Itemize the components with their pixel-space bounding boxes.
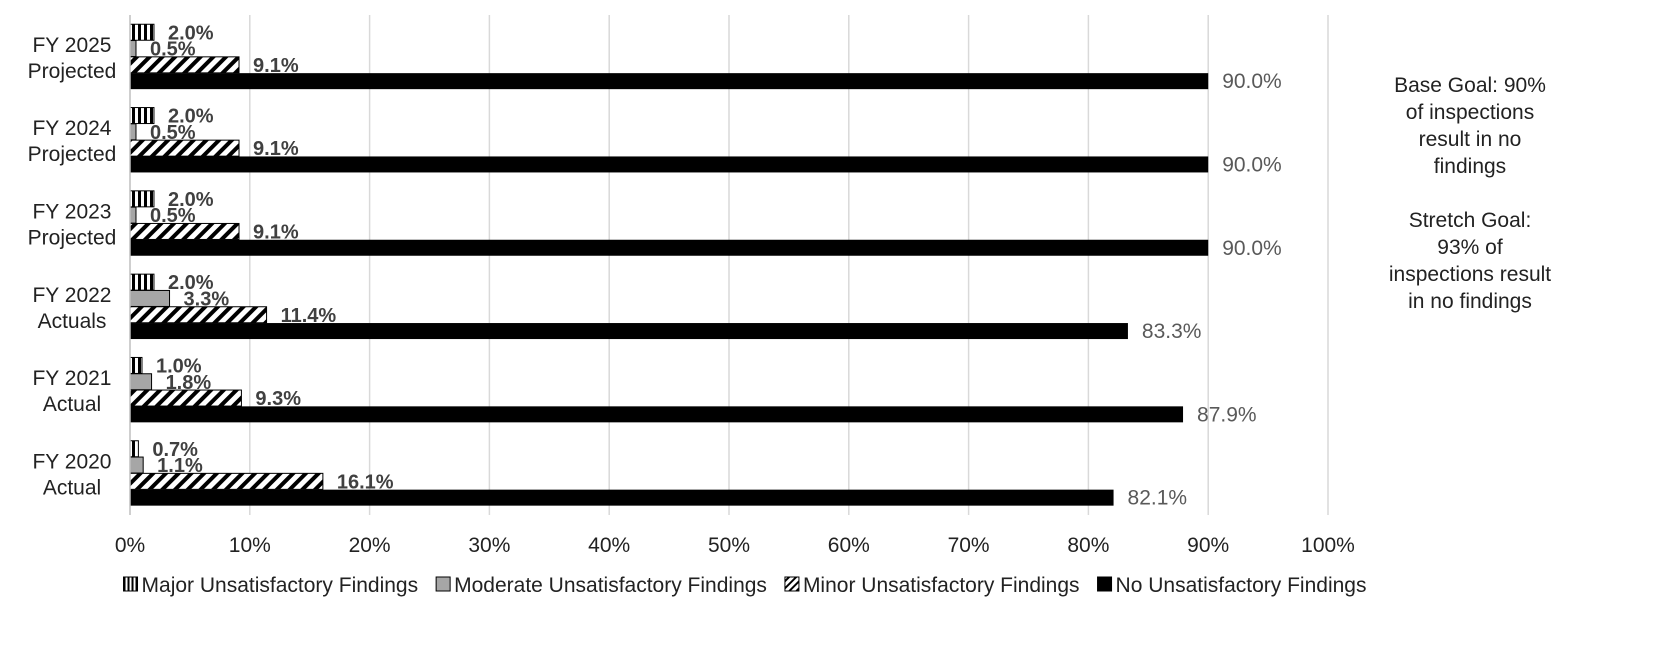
- legend-label: Moderate Unsatisfactory Findings: [454, 574, 767, 597]
- category-label: Actual: [43, 393, 101, 416]
- legend-label: Minor Unsatisfactory Findings: [803, 574, 1080, 597]
- category-label: FY 2024: [32, 117, 111, 140]
- x-tick-label: 50%: [708, 534, 750, 557]
- bar: [129, 273, 155, 291]
- category-label: Projected: [28, 143, 117, 166]
- bar: [130, 239, 1209, 256]
- goal-annotation: Base Goal: 90% of inspections result in …: [1385, 72, 1555, 342]
- data-label: 2.0%: [168, 22, 214, 44]
- bar: [130, 156, 1209, 173]
- category-label: Projected: [28, 60, 117, 83]
- base-goal-text: Base Goal: 90% of inspections result in …: [1394, 74, 1546, 178]
- data-label: 90.0%: [1222, 153, 1282, 176]
- x-tick-label: 80%: [1067, 534, 1109, 557]
- legend-label: No Unsatisfactory Findings: [1116, 574, 1367, 597]
- x-tick-label: 90%: [1187, 534, 1229, 557]
- bar: [130, 489, 1114, 506]
- x-tick-label: 70%: [948, 534, 990, 557]
- legend-swatch: [784, 576, 800, 592]
- data-label: 0.7%: [152, 439, 198, 461]
- data-label: 90.0%: [1222, 237, 1282, 260]
- legend-swatch: [1097, 576, 1113, 592]
- category-label: FY 2025: [32, 34, 111, 57]
- x-tick-label: 100%: [1301, 534, 1355, 557]
- data-label: 1.1%: [157, 455, 203, 477]
- data-label: 3.3%: [184, 288, 230, 310]
- bar: [130, 73, 1209, 90]
- bar: [129, 356, 143, 374]
- legend-swatch: [123, 576, 139, 592]
- category-label: FY 2023: [32, 200, 111, 223]
- data-label: 11.4%: [281, 305, 337, 327]
- data-label: 82.1%: [1128, 487, 1188, 510]
- bar: [129, 373, 153, 391]
- data-label: 0.5%: [150, 205, 196, 227]
- data-label: 9.3%: [255, 388, 301, 410]
- bar: [130, 323, 1128, 340]
- x-tick-label: 60%: [828, 534, 870, 557]
- data-label: 83.3%: [1142, 320, 1202, 343]
- category-label: Actual: [43, 476, 101, 499]
- data-label: 0.5%: [150, 39, 196, 61]
- data-labels: 0.7%1.1%16.1%82.1%1.0%1.8%9.3%87.9%2.0%3…: [150, 22, 1282, 509]
- bar: [129, 123, 137, 141]
- data-label: 87.9%: [1197, 403, 1257, 426]
- category-label: FY 2021: [32, 367, 111, 390]
- bar: [130, 406, 1184, 423]
- axes: 0% 10% 20% 30% 40% 50% 60% 70% 80% 90% 100% FY 2020…: [28, 15, 1355, 557]
- data-label: 16.1%: [337, 471, 394, 493]
- category-label: FY 2020: [32, 450, 111, 473]
- legend-swatch: [435, 576, 451, 592]
- category-label: FY 2022: [32, 284, 111, 307]
- data-label: 2.0%: [168, 189, 214, 211]
- bar: [129, 456, 144, 474]
- gridlines: [249, 15, 1329, 515]
- x-tick-label: 10%: [229, 534, 271, 557]
- bar: [129, 289, 171, 307]
- legend-item: Moderate Unsatisfactory Findings: [435, 574, 767, 597]
- data-label: 2.0%: [168, 106, 214, 128]
- category-label: Actuals: [38, 310, 107, 333]
- bars: [129, 23, 1209, 506]
- stretch-goal-text: Stretch Goal: 93% of inspections result …: [1388, 209, 1552, 313]
- data-label: 0.5%: [150, 122, 196, 144]
- legend-item: Major Unsatisfactory Findings: [123, 574, 419, 597]
- data-label: 90.0%: [1222, 70, 1282, 93]
- data-label: 1.0%: [156, 355, 202, 377]
- legend: Major Unsatisfactory Findings Moderate Un…: [123, 574, 1367, 597]
- bar: [129, 440, 139, 458]
- bar: [129, 40, 137, 58]
- x-tick-label: 30%: [468, 534, 510, 557]
- x-tick-label: 20%: [349, 534, 391, 557]
- legend-item: Minor Unsatisfactory Findings: [784, 574, 1080, 597]
- legend-label: Major Unsatisfactory Findings: [142, 574, 419, 597]
- data-label: 9.1%: [253, 55, 299, 77]
- x-tick-label: 40%: [588, 534, 630, 557]
- data-label: 2.0%: [168, 272, 214, 294]
- x-tick-label: 0%: [115, 534, 145, 557]
- bar: [129, 206, 137, 224]
- data-label: 1.8%: [166, 372, 212, 394]
- data-label: 9.1%: [253, 221, 299, 243]
- legend-item: No Unsatisfactory Findings: [1097, 574, 1367, 597]
- category-label: Projected: [28, 226, 117, 249]
- data-label: 9.1%: [253, 138, 299, 160]
